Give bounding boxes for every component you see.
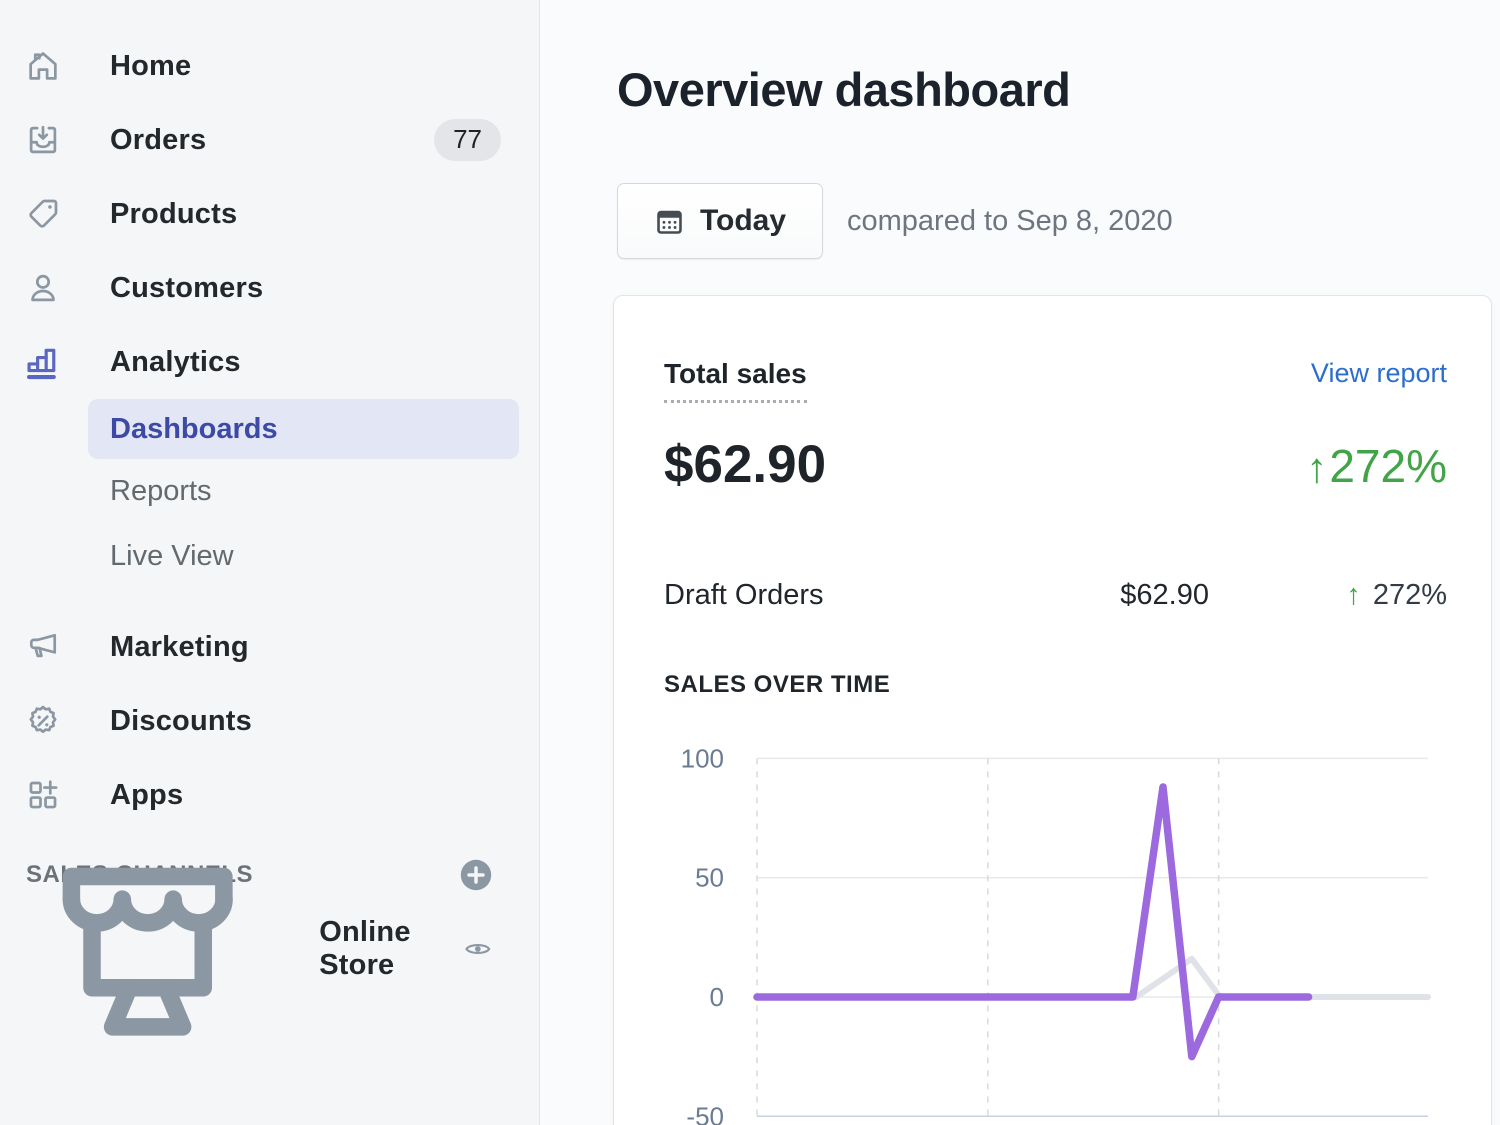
sidebar-item-label: Discounts	[110, 704, 252, 737]
total-sales-change: ↑272%	[1306, 439, 1447, 493]
discount-icon	[24, 702, 62, 740]
view-report-link[interactable]: View report	[1310, 358, 1447, 388]
sidebar-subitem-label: Live View	[110, 540, 234, 572]
sidebar-item-label: Online Store	[319, 916, 411, 981]
sidebar-item-label: Apps	[110, 778, 184, 811]
sidebar-subitem-label: Reports	[110, 475, 212, 507]
date-range-button[interactable]: Today	[617, 183, 823, 259]
breakdown-value: $62.90	[1120, 579, 1209, 611]
breakdown-change-value: 272%	[1372, 579, 1447, 611]
breakdown-change: ↑ 272%	[1209, 579, 1447, 612]
customer-icon	[24, 269, 62, 307]
add-sales-channel-button[interactable]	[457, 856, 495, 894]
main-navigation: Home Orders 77	[0, 0, 539, 1037]
page-title: Overview dashboard	[617, 63, 1071, 116]
sidebar-item-label: Customers	[110, 271, 264, 304]
y-tick-label: 0	[710, 982, 724, 1012]
sidebar-item-products[interactable]: Products	[0, 177, 539, 251]
y-tick-label: 100	[681, 743, 724, 773]
date-range-label: Today	[699, 204, 787, 237]
up-arrow-icon: ↑	[1306, 444, 1328, 491]
sidebar-item-label: Analytics	[110, 345, 241, 378]
sidebar-item-label: Marketing	[110, 630, 249, 663]
tag-icon	[24, 195, 62, 233]
sales-over-time-chart: 100 50 0 -50	[681, 743, 1431, 1125]
storefront-icon	[24, 825, 271, 1072]
total-sales-card: Total sales View report $62.90 ↑272% Dra…	[613, 295, 1492, 1125]
date-controls: Today compared to Sep 8, 2020	[617, 183, 1173, 259]
sidebar-item-apps[interactable]: Apps	[0, 758, 539, 832]
sidebar-item-marketing[interactable]: Marketing	[0, 610, 539, 684]
sidebar-item-online-store[interactable]: Online Store	[0, 868, 539, 1037]
megaphone-icon	[24, 628, 62, 666]
metric-value-row: $62.90 ↑272%	[664, 434, 1447, 495]
sidebar-item-customers[interactable]: Customers	[0, 251, 539, 325]
sidebar-subitem-label: Dashboards	[110, 412, 278, 445]
nav-spacer	[0, 589, 539, 610]
card-header-row: Total sales View report	[664, 358, 1447, 403]
breakdown-label: Draft Orders	[664, 579, 824, 611]
orders-icon	[24, 121, 62, 159]
chart-section-title: SALES OVER TIME	[664, 671, 891, 698]
analytics-icon	[24, 343, 62, 381]
orders-count-badge: 77	[434, 119, 501, 161]
view-online-store-eye-icon[interactable]	[463, 931, 493, 967]
sidebar-item-analytics[interactable]: Analytics	[0, 325, 539, 399]
sidebar-item-label: Products	[110, 197, 238, 230]
sidebar-item-reports[interactable]: Reports	[0, 459, 539, 524]
calendar-icon	[654, 206, 685, 237]
metric-title[interactable]: Total sales	[664, 358, 807, 403]
comparison-text: compared to Sep 8, 2020	[847, 204, 1173, 237]
y-tick-label: -50	[686, 1101, 724, 1125]
y-tick-label: 50	[695, 863, 724, 893]
sidebar-item-live-view[interactable]: Live View	[0, 524, 539, 589]
sidebar-item-label: Home	[110, 49, 192, 82]
main-content: Overview dashboard Today compared to Sep…	[541, 0, 1500, 1125]
sidebar-item-label: Orders	[110, 123, 207, 156]
sidebar-item-discounts[interactable]: Discounts	[0, 684, 539, 758]
home-icon	[24, 47, 62, 85]
total-sales-value: $62.90	[664, 435, 827, 494]
total-sales-change-value: 272%	[1329, 440, 1447, 492]
up-arrow-icon: ↑	[1346, 579, 1361, 611]
apps-icon	[24, 776, 62, 814]
breakdown-row: Draft Orders $62.90 ↑ 272%	[664, 579, 1447, 612]
chart-line-current_period	[753, 783, 1313, 1061]
sidebar: Home Orders 77	[0, 0, 540, 1125]
chart-line-previous_period	[754, 955, 1431, 1000]
sidebar-item-home[interactable]: Home	[0, 29, 539, 103]
sidebar-item-orders[interactable]: Orders 77	[0, 103, 539, 177]
sidebar-item-dashboards[interactable]: Dashboards	[88, 399, 519, 459]
